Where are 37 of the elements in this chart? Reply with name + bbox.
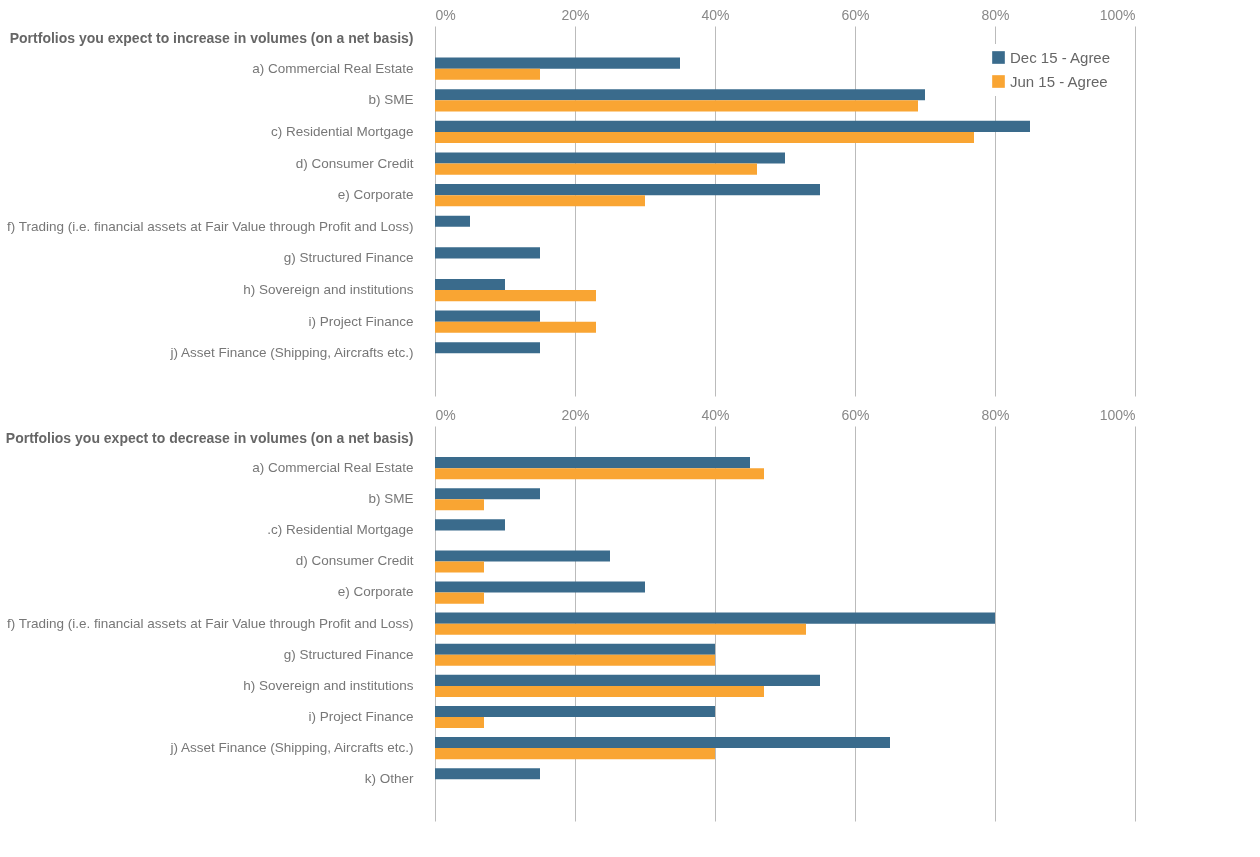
legend-label: Jun 15 - Agree [1010, 72, 1108, 90]
y-tick-label: j) Asset Finance (Shipping, Aircrafts etc.) [169, 739, 414, 755]
x-tick-label: 100% [1099, 6, 1136, 23]
y-tick-label: a) Commercial Real Estate [252, 60, 414, 76]
y-tick-label: .c) Residential Mortgage [267, 522, 414, 538]
y-tick-label: d) Consumer Credit [295, 155, 414, 171]
x-tick-label: 60% [841, 406, 870, 423]
y-tick-label: j) Asset Finance (Shipping, Aircrafts etc.) [169, 345, 414, 361]
y-tick-label: b) SME [368, 491, 414, 507]
text: Portfolios you expect to increase in volumes (on a net basis) [9, 29, 414, 46]
y-tick-label: i) Project Finance [308, 313, 414, 329]
x-tick-label: 0% [435, 6, 456, 23]
y-tick-label: g) Structured Finance [283, 646, 414, 662]
x-tick-label: 40% [701, 6, 730, 23]
x-tick-label: 20% [561, 406, 590, 423]
x-tick-label: 80% [981, 6, 1010, 23]
x-tick-label: 80% [981, 406, 1010, 423]
x-tick-label: 20% [561, 6, 590, 23]
y-tick-label: i) Project Finance [308, 708, 414, 724]
y-tick-label: f) Trading (i.e. financial assets at Fair Value through Profit and Loss) [7, 615, 414, 631]
x-tick-label: 100% [1099, 406, 1136, 423]
y-tick-label: k) Other [364, 771, 414, 787]
text: Portfolios you expect to decrease in volumes (on a net basis) [5, 429, 414, 446]
y-tick-label: h) Sovereign and institutions [243, 282, 414, 298]
y-tick-label: g) Structured Finance [283, 250, 414, 266]
y-tick-label: f) Trading (i.e. financial assets at Fair Value through Profit and Loss) [7, 218, 414, 234]
y-tick-label: d) Consumer Credit [295, 553, 414, 569]
x-tick-label: 60% [841, 6, 870, 23]
y-tick-label: e) Corporate [337, 187, 414, 203]
y-tick-label: h) Sovereign and institutions [243, 677, 414, 693]
y-tick-label: b) SME [368, 92, 414, 108]
y-tick-label: c) Residential Mortgage [270, 123, 414, 139]
x-tick-label: 40% [701, 406, 730, 423]
y-tick-label: a) Commercial Real Estate [252, 459, 414, 475]
x-tick-label: 0% [435, 406, 456, 423]
legend-label: Dec 15 - Agree [1010, 48, 1111, 66]
y-tick-label: e) Corporate [337, 584, 414, 600]
